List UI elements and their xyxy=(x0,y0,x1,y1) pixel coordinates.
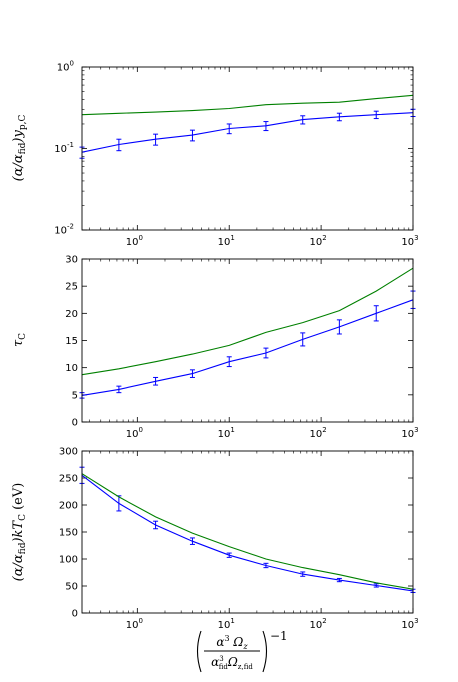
axes-frame xyxy=(81,450,414,614)
y-axis-label-1: (α/αfid)yp,C xyxy=(11,115,28,182)
x-tick-label: 101 xyxy=(218,426,235,440)
error-bar xyxy=(226,552,232,558)
error-bar xyxy=(116,385,122,394)
x-tick-label: 101 xyxy=(218,617,235,631)
x-tick-label: 100 xyxy=(126,234,143,248)
y-tick-label: 100 xyxy=(59,555,78,566)
error-bar xyxy=(226,123,232,135)
error-bar xyxy=(189,129,195,142)
x-tick-label: 103 xyxy=(401,617,418,631)
y-tick-label: 10-2 xyxy=(54,223,74,237)
error-bar xyxy=(300,332,306,347)
y-tick-label: 150 xyxy=(59,528,78,539)
x-axis-label: α3 Ωz α3 fidΩz,fid −1 xyxy=(196,629,288,673)
x-tick-label: 100 xyxy=(126,617,143,631)
x-tick-label: 101 xyxy=(218,234,235,248)
error-bar xyxy=(263,347,269,359)
error-bar xyxy=(300,571,306,577)
panel-3: 100 101 102 103 0 50 100 150 200 250 300 xyxy=(59,447,419,632)
y-tick-label: 5 xyxy=(72,390,78,401)
x-tick-label: 102 xyxy=(310,426,327,440)
y-tick-label: 200 xyxy=(59,501,78,512)
x-label-denominator: α3 fidΩz,fid xyxy=(211,655,253,671)
error-bar xyxy=(226,356,232,368)
series-line-2 xyxy=(81,473,414,590)
series-line-2 xyxy=(81,267,414,376)
y-tick-label: 50 xyxy=(65,582,78,593)
series-line-1 xyxy=(81,112,414,153)
series-line-1 xyxy=(81,474,414,592)
error-bar xyxy=(373,110,379,120)
left-paren xyxy=(196,630,202,673)
error-bar xyxy=(153,520,159,530)
error-bar xyxy=(153,376,159,386)
y-tick-label: 25 xyxy=(65,282,78,293)
axes-frame xyxy=(81,258,414,423)
y-tick-label: 30 xyxy=(65,255,78,266)
x-label-exponent: −1 xyxy=(270,629,288,643)
y-tick-label: 20 xyxy=(65,309,78,320)
right-paren xyxy=(262,630,268,673)
error-bar xyxy=(336,577,342,583)
error-bar xyxy=(116,138,122,152)
error-bar xyxy=(300,115,306,125)
y-axis-label-3: (α/αfid)kTC (eV) xyxy=(11,483,28,582)
error-bar xyxy=(263,562,269,569)
x-label-numerator: α3 Ωz xyxy=(216,634,248,651)
y-tick-label: 250 xyxy=(59,474,78,485)
error-bar xyxy=(336,112,342,122)
x-tick-label: 102 xyxy=(310,234,327,248)
y-tick-label: 100 xyxy=(57,60,74,74)
error-bar xyxy=(189,369,195,378)
error-bar xyxy=(189,537,195,545)
error-bar xyxy=(373,583,379,588)
y-tick-label: 10-1 xyxy=(54,141,74,155)
y-tick-label: 10 xyxy=(65,363,78,374)
x-tick-label: 102 xyxy=(310,617,327,631)
error-bar xyxy=(373,305,379,322)
axes-frame xyxy=(81,66,414,231)
error-bar xyxy=(153,133,159,146)
panel-2: 100 101 102 103 0 5 10 15 20 25 30 xyxy=(65,255,418,441)
error-bar xyxy=(263,121,269,132)
y-axis-label-2: τC xyxy=(11,333,28,347)
y-tick-label: 0 xyxy=(72,609,78,620)
x-tick-label: 103 xyxy=(401,426,418,440)
y-tick-label: 300 xyxy=(59,447,78,458)
series-line-1 xyxy=(81,299,414,396)
error-bar xyxy=(336,319,342,335)
x-tick-label: 100 xyxy=(126,426,143,440)
panel-1: 100 101 102 103 10-2 10-1 100 xyxy=(54,60,418,249)
series-line-2 xyxy=(81,94,414,116)
y-tick-label: 15 xyxy=(65,336,78,347)
x-tick-label: 103 xyxy=(401,234,418,248)
y-tick-label: 0 xyxy=(72,418,78,429)
